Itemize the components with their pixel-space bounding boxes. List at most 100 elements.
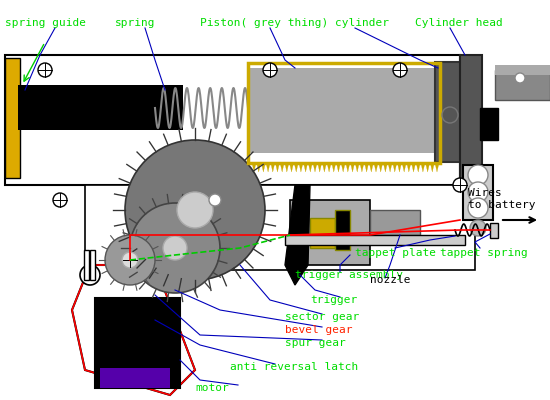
Bar [495, 70, 550, 100]
Polygon shape [322, 163, 326, 172]
Polygon shape [309, 163, 312, 172]
Text: Cylinder head: Cylinder head [415, 18, 503, 28]
Circle shape [123, 253, 137, 267]
Polygon shape [350, 163, 355, 172]
Polygon shape [383, 163, 387, 172]
Circle shape [209, 194, 221, 206]
Polygon shape [304, 163, 307, 172]
Text: spring guide: spring guide [5, 18, 86, 28]
Polygon shape [72, 265, 195, 395]
Text: tappet spring: tappet spring [440, 248, 528, 258]
Circle shape [105, 235, 155, 285]
Polygon shape [318, 163, 322, 172]
Polygon shape [266, 163, 270, 172]
Polygon shape [346, 163, 350, 172]
Polygon shape [289, 163, 294, 172]
Bar [5, 58, 20, 178]
Circle shape [470, 220, 486, 236]
Bar [310, 218, 335, 248]
Bar [460, 55, 482, 185]
Bar [90, 250, 95, 280]
Polygon shape [369, 163, 373, 172]
Polygon shape [294, 163, 298, 172]
Polygon shape [411, 163, 416, 172]
Polygon shape [271, 163, 275, 172]
Bar [84, 250, 89, 280]
Bar [18, 85, 183, 130]
Bar [85, 185, 475, 270]
Text: to battery: to battery [468, 200, 536, 210]
Bar [95, 298, 180, 388]
Text: nozzle: nozzle [370, 275, 410, 285]
Circle shape [453, 178, 467, 192]
Polygon shape [261, 163, 266, 172]
Polygon shape [257, 163, 261, 172]
Bar [495, 65, 550, 75]
Circle shape [80, 265, 100, 285]
Polygon shape [430, 163, 434, 172]
Polygon shape [379, 163, 383, 172]
Polygon shape [435, 163, 439, 172]
Polygon shape [341, 163, 345, 172]
Polygon shape [393, 163, 397, 172]
Bar [370, 210, 420, 235]
Text: sector gear: sector gear [285, 312, 359, 322]
Text: spring: spring [115, 18, 156, 28]
Polygon shape [332, 163, 336, 172]
Circle shape [263, 63, 277, 77]
Polygon shape [355, 163, 359, 172]
Polygon shape [285, 163, 289, 172]
Bar [463, 165, 493, 220]
Bar [480, 108, 498, 140]
Bar [285, 235, 465, 245]
Circle shape [468, 198, 488, 218]
Text: anti reversal latch: anti reversal latch [230, 362, 358, 372]
Text: Piston( grey thing): Piston( grey thing) [200, 18, 328, 28]
Polygon shape [388, 163, 392, 172]
Circle shape [122, 252, 138, 268]
Text: trigger assembly: trigger assembly [295, 270, 403, 280]
Bar [490, 223, 498, 238]
Circle shape [468, 182, 488, 202]
Polygon shape [285, 185, 310, 285]
Circle shape [515, 73, 525, 83]
Circle shape [177, 192, 213, 228]
Circle shape [163, 236, 187, 260]
Bar [248, 63, 440, 163]
Bar [100, 368, 170, 388]
Circle shape [468, 165, 488, 185]
Polygon shape [299, 163, 303, 172]
Polygon shape [313, 163, 317, 172]
Bar [250, 68, 435, 153]
Circle shape [53, 193, 67, 207]
Polygon shape [365, 163, 369, 172]
Bar [290, 200, 370, 265]
Polygon shape [252, 163, 256, 172]
Polygon shape [327, 163, 331, 172]
Circle shape [125, 140, 265, 280]
Bar [435, 62, 465, 162]
Bar [5, 55, 460, 185]
Polygon shape [416, 163, 420, 172]
Text: Wires: Wires [468, 188, 502, 198]
Polygon shape [360, 163, 364, 172]
Text: cylinder: cylinder [335, 18, 389, 28]
Circle shape [38, 63, 52, 77]
Circle shape [393, 63, 407, 77]
Text: tappet plate: tappet plate [355, 248, 436, 258]
Polygon shape [337, 163, 340, 172]
Polygon shape [276, 163, 279, 172]
Text: trigger: trigger [310, 295, 358, 305]
Polygon shape [398, 163, 402, 172]
Polygon shape [374, 163, 378, 172]
Text: spur gear: spur gear [285, 338, 346, 348]
Polygon shape [402, 163, 406, 172]
Text: motor: motor [195, 383, 229, 393]
Text: bevel gear: bevel gear [285, 325, 353, 335]
Polygon shape [407, 163, 411, 172]
Polygon shape [280, 163, 284, 172]
Bar [335, 210, 350, 250]
Polygon shape [426, 163, 430, 172]
Circle shape [130, 203, 220, 293]
Polygon shape [421, 163, 425, 172]
